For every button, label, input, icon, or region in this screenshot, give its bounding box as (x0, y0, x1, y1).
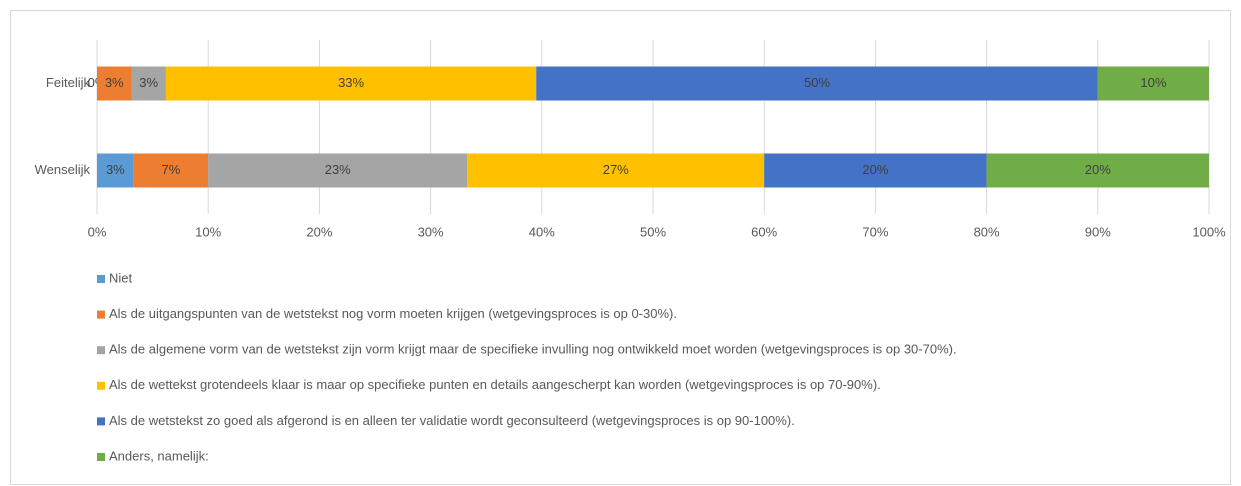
data-label: 10% (1140, 75, 1166, 90)
bar-segment (467, 153, 765, 188)
bar-segment (131, 66, 166, 101)
legend-swatch (97, 346, 105, 355)
bar-segment (133, 153, 209, 188)
chart-border (10, 10, 1231, 485)
bar-segment (536, 66, 1098, 101)
x-tick-label: 60% (751, 224, 777, 239)
bar-segment (165, 66, 537, 101)
data-label: 20% (1085, 162, 1111, 177)
bar-segment (97, 66, 132, 101)
bar-segment (764, 153, 987, 188)
legend-swatch (97, 310, 105, 319)
x-tick-label: 40% (529, 224, 555, 239)
x-tick-label: 30% (418, 224, 444, 239)
data-label: 3% (106, 162, 125, 177)
legend-label: Als de algemene vorm van de wetstekst zi… (109, 342, 957, 357)
data-label: 23% (325, 162, 351, 177)
legend-label: Niet (109, 270, 133, 285)
data-label: 3% (139, 75, 158, 90)
legend-label: Als de wetstekst zo goed als afgerond is… (109, 413, 795, 428)
legend-swatch (97, 381, 105, 390)
data-label: 27% (603, 162, 629, 177)
legend-swatch (97, 453, 105, 461)
legend-label: Als de wettekst grotendeels klaar is maa… (109, 377, 881, 392)
legend-swatch (97, 417, 105, 426)
bar-segment (986, 153, 1209, 188)
legend-label: Als de uitgangspunten van de wetstekst n… (109, 306, 677, 321)
x-tick-label: 90% (1085, 224, 1111, 239)
x-tick-label: 80% (974, 224, 1000, 239)
data-label: 33% (338, 75, 364, 90)
x-tick-label: 0% (88, 224, 107, 239)
data-label: 3% (105, 75, 124, 90)
x-tick-label: 100% (1192, 224, 1226, 239)
bar-segment (1097, 66, 1209, 101)
data-label: 7% (162, 162, 181, 177)
data-label: 50% (804, 75, 830, 90)
x-tick-label: 10% (195, 224, 221, 239)
legend-swatch (97, 275, 105, 283)
y-tick-label: Wenselijk (35, 162, 91, 177)
legend-label: Anders, namelijk: (109, 448, 209, 463)
y-tick-label: Feitelijk (46, 75, 91, 90)
bar-segment (97, 153, 134, 188)
x-tick-label: 20% (306, 224, 332, 239)
bar-segment (208, 153, 468, 188)
data-label: 20% (862, 162, 888, 177)
x-tick-label: 70% (862, 224, 888, 239)
x-tick-label: 50% (640, 224, 666, 239)
